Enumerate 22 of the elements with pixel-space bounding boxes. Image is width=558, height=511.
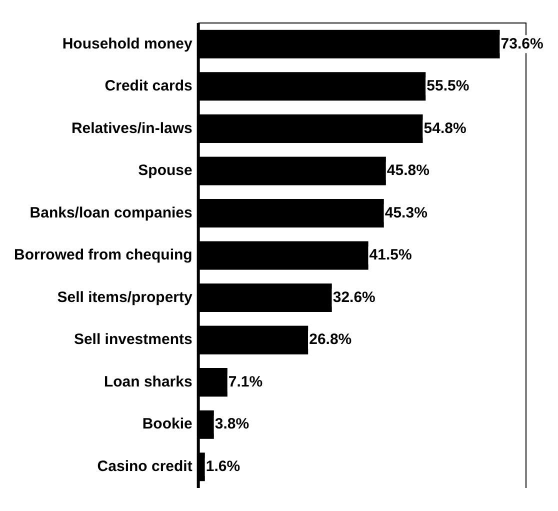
data-label: 41.5% <box>369 246 412 264</box>
y-tick-label: Loan sharks <box>104 373 192 390</box>
data-label: 26.8% <box>309 331 352 348</box>
y-tick-label: Borrowed from chequing <box>14 246 192 264</box>
y-tick-label: Casino credit <box>97 458 192 476</box>
y-tick-label: Relatives/in-laws <box>71 120 192 137</box>
y-tick-label: Banks/loan companies <box>30 204 192 222</box>
y-tick-label: Household money <box>62 35 193 52</box>
y-tick-label: Sell items/property <box>57 288 193 306</box>
data-label: 3.8% <box>214 416 250 433</box>
y-tick-label: Spouse <box>138 162 192 180</box>
data-label: 55.5% <box>426 78 470 95</box>
y-tick-label: Credit cards <box>104 78 192 95</box>
data-label: 54.8% <box>424 120 466 137</box>
data-label: 7.1% <box>228 373 263 390</box>
data-label: 1.6% <box>206 458 240 476</box>
y-tick-label: Bookie <box>142 416 192 433</box>
data-label: 45.3% <box>384 204 428 222</box>
data-label: 45.8% <box>386 162 430 180</box>
data-label: 73.6% <box>500 35 544 52</box>
y-tick-label: Sell investments <box>74 331 192 348</box>
data-label: 32.6% <box>332 288 376 306</box>
